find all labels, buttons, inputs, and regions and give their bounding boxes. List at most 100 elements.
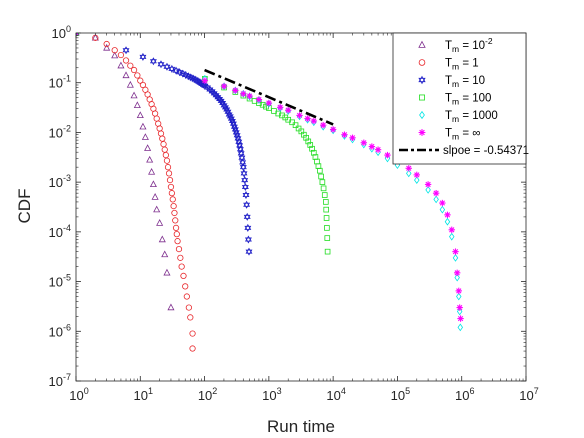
data-point [439,199,446,207]
data-point [158,235,166,243]
data-point [174,238,181,245]
data-point [240,169,248,178]
y-tick-label: 10-3 [49,173,71,190]
data-point [309,145,315,152]
data-point [76,33,80,37]
data-point [304,115,311,122]
legend-label: Tm = 10-2 [445,36,493,54]
y-tick-label: 10-2 [49,123,71,140]
data-point [324,225,330,231]
data-point [111,51,119,59]
data-point [329,126,337,133]
data-point [448,226,455,233]
data-point [433,195,439,204]
data-point [122,71,130,79]
data-point [456,304,463,311]
x-tick-label: 107 [519,386,538,403]
data-point [310,149,317,156]
data-point [139,81,147,89]
data-point [320,185,327,192]
data-point [167,303,175,311]
data-point [349,135,356,144]
data-point [453,269,461,277]
x-axis-title: Run time [267,417,335,436]
y-tick-label: 10-7 [49,372,71,389]
data-point [220,83,228,90]
data-point [452,253,459,262]
x-tick-label: 105 [391,386,410,403]
x-tick-label: 106 [455,386,474,403]
legend-label: Tm = ∞ [445,128,480,142]
series-3 [76,33,331,255]
data-point [457,323,464,332]
data-point [172,217,179,224]
data-point [153,205,161,213]
data-point [323,206,330,213]
data-point [418,129,426,136]
data-point [111,47,118,54]
data-point [432,189,440,197]
data-point [324,248,331,255]
data-point [318,173,324,180]
data-point [169,196,176,203]
data-point [321,192,328,198]
data-point [319,121,327,129]
data-point [456,292,462,301]
data-point [454,273,460,282]
axes-frame [75,32,527,382]
data-point [265,99,273,107]
data-point [189,345,196,352]
data-point [172,224,180,232]
data-point [163,157,171,164]
data-point [183,293,190,300]
legend-label: slpoe = -0.54371 [443,145,529,157]
data-point [425,185,431,194]
data-point [406,169,412,178]
data-point [405,165,412,172]
y-tick-label: 10-6 [49,322,71,339]
legend-item: Tm = 1 [418,58,479,72]
data-point [238,153,246,162]
data-point [246,92,253,101]
legend-label: Tm = 1 [445,58,479,72]
data-point [241,182,249,191]
data-point [127,62,134,69]
data-point [368,143,376,150]
data-point [149,180,157,188]
data-point [149,57,157,66]
data-point [349,134,356,141]
data-point [439,205,446,214]
data-point [130,66,138,74]
data-point [103,40,110,48]
series-0 [76,33,175,311]
data-point [239,163,247,172]
x-tick-label: 101 [134,386,153,403]
data-point [164,164,172,171]
y-tick-label: 10-1 [49,74,71,91]
data-point [178,263,185,270]
data-point [457,315,464,322]
y-tick-label: 100 [52,24,71,41]
data-point [296,112,303,119]
data-point [239,158,247,167]
series-1 [76,33,196,352]
data-point [177,254,184,261]
data-point [201,77,209,84]
data-point [243,212,251,221]
data-point [444,217,451,226]
data-point [418,59,426,66]
data-point [185,304,192,311]
data-point [244,235,252,244]
legend-label: Tm = 1000 [445,110,498,124]
data-point [134,72,141,79]
data-point [136,111,144,119]
data-point [126,80,134,88]
data-point [170,202,177,210]
legend-box [392,32,527,165]
data-point [103,43,111,51]
data-point [452,248,459,255]
data-point [168,190,175,197]
data-point [133,101,141,109]
y-axis-title: CDF [15,189,34,224]
